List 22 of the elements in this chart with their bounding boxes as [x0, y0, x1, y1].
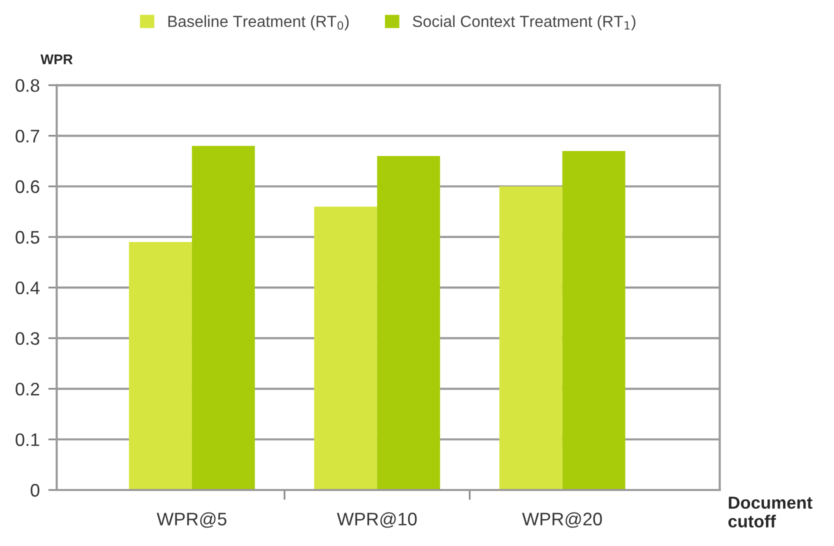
y-tick-label: 0.5 — [16, 230, 40, 244]
y-tick-label: 0.8 — [16, 79, 40, 92]
y-tick-label: 0.2 — [16, 382, 40, 396]
y-axis-title: WPR — [40, 54, 73, 64]
bar — [499, 186, 562, 490]
bar — [377, 156, 440, 490]
legend-label: Social Context Treatment (RT$_{1}$) — [412, 15, 636, 30]
y-tick-label: 0.7 — [16, 130, 40, 142]
x-tick-label: WPR@5 — [156, 512, 226, 528]
bar — [192, 146, 255, 490]
bar — [562, 150, 626, 490]
legend-label: Baseline Treatment (RT$_{0}$) — [168, 15, 349, 30]
x-tick-label: WPR@20 — [522, 512, 602, 528]
bar — [314, 206, 378, 490]
y-tick-label: 0.6 — [16, 180, 40, 194]
y-tick-label: 0.1 — [16, 433, 40, 446]
bar — [128, 242, 192, 490]
x-tick-label: WPR@10 — [336, 512, 417, 528]
x-axis-title: Document cutoff — [728, 496, 812, 528]
y-tick-label: 0.3 — [16, 332, 40, 345]
y-tick-label: 0 — [30, 484, 40, 497]
y-tick-label: 0.4 — [16, 282, 40, 294]
